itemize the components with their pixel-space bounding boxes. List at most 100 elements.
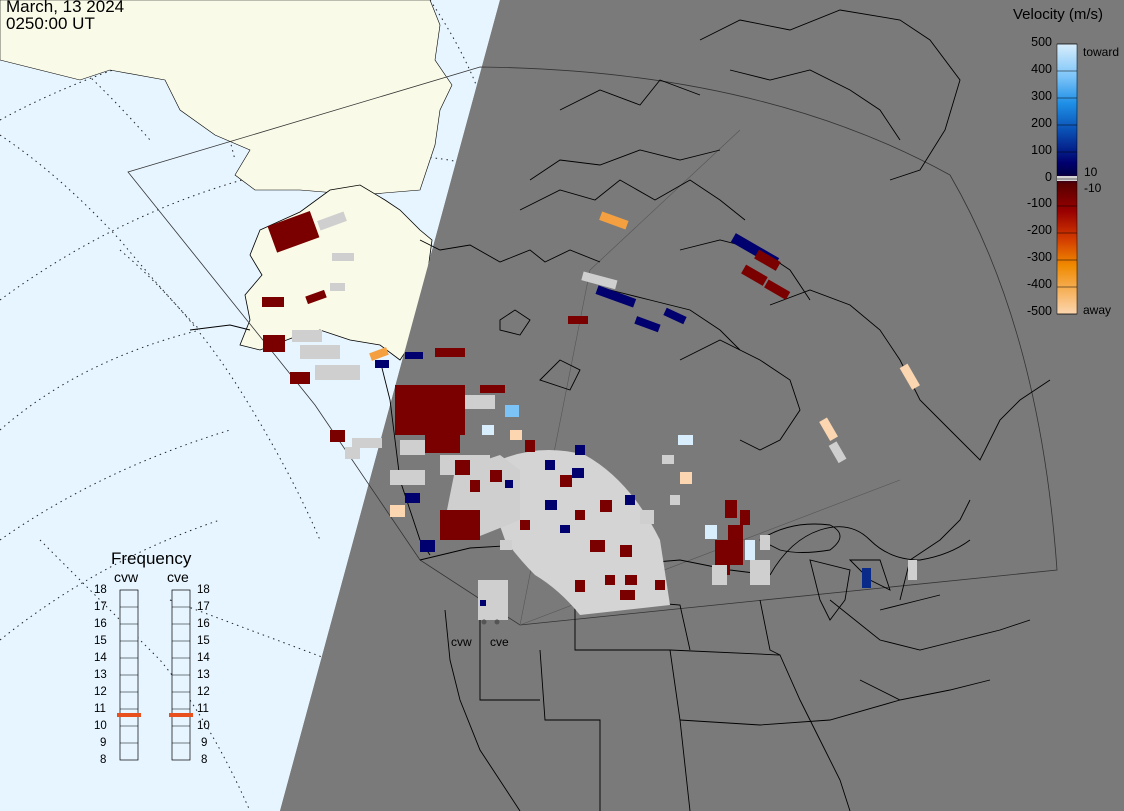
echo: [581, 271, 618, 290]
radar-site-cvw: [481, 619, 487, 625]
frequency-scale-right: 10: [197, 720, 210, 732]
echo: [369, 347, 389, 361]
echo: [590, 540, 605, 552]
echo: [572, 468, 584, 478]
echo: [390, 470, 425, 485]
echo: [292, 330, 322, 342]
echo: [655, 580, 665, 590]
echo: [828, 441, 847, 464]
echo: [663, 307, 687, 325]
echo: [375, 360, 389, 368]
frequency-scale-left: 12: [94, 686, 107, 698]
echo: [505, 405, 519, 417]
echo: [545, 460, 555, 470]
echo: [267, 210, 320, 253]
radar-fov-outline: [127, 66, 1058, 626]
echo: [330, 430, 345, 442]
colorbar-tick: -500: [1026, 304, 1052, 318]
echo: [605, 575, 615, 585]
echo: [330, 283, 345, 291]
echo: [728, 525, 743, 565]
echo: [332, 253, 354, 261]
echo: [440, 510, 480, 540]
echo: [740, 510, 750, 525]
echo: [455, 460, 470, 475]
ground-scatter-region: [480, 450, 670, 615]
frequency-scale-right: 9: [201, 737, 208, 749]
coastlines: [379, 9, 1051, 556]
colorbar-small-neg: -10: [1084, 181, 1102, 195]
echo: [405, 352, 423, 359]
frequency-scale-left: 18: [94, 584, 107, 596]
frequency-scale-left: 8: [100, 754, 107, 766]
echo: [345, 447, 360, 459]
echo: [705, 525, 717, 539]
colorbar-tick: 0: [1045, 170, 1052, 184]
echo: [862, 568, 871, 588]
echo: [678, 435, 693, 445]
echo: [670, 495, 680, 505]
echo: [400, 440, 425, 455]
frequency-scale-right: 8: [201, 754, 208, 766]
echo: [760, 535, 770, 550]
echo: [315, 365, 360, 380]
echo: [545, 500, 557, 510]
echo: [575, 510, 585, 520]
echo: [908, 560, 917, 580]
colorbar-tick: 100: [1031, 143, 1052, 157]
colorbar-tick: -200: [1026, 223, 1052, 237]
great-lakes: [759, 523, 941, 621]
echo: [420, 540, 435, 552]
echo: [395, 385, 465, 435]
echo: [750, 560, 770, 585]
echo: [262, 297, 284, 307]
echo: [510, 430, 522, 440]
frequency-radar-label: cve: [167, 569, 189, 585]
echo: [680, 472, 692, 484]
echo: [819, 417, 838, 442]
frequency-scale-right: 13: [197, 669, 210, 681]
echo: [741, 264, 768, 286]
radar-site-cve: [494, 619, 500, 625]
colorbar-tick-lines: [1057, 43, 1077, 315]
alaska-land: [0, 0, 453, 196]
echo: [600, 500, 612, 512]
colorbar-tick: 500: [1031, 35, 1052, 49]
echo: [899, 363, 920, 390]
echo: [712, 565, 727, 585]
colorbar-tick: -400: [1026, 277, 1052, 291]
frequency-scale-left: 10: [94, 720, 107, 732]
frequency-scale-right: 11: [197, 703, 209, 715]
frequency-indicator-cve: [169, 713, 193, 717]
echo: [625, 575, 637, 585]
frequency-scale-left: 16: [94, 618, 107, 630]
date-label: March, 13 2024: [6, 0, 125, 16]
echo: [560, 475, 572, 487]
echo: [470, 480, 480, 492]
political-borders: [419, 499, 1031, 811]
frequency-scale-left: 15: [94, 635, 107, 647]
frequency-scale-left: 11: [94, 703, 106, 715]
frequency-scale-right: 18: [197, 584, 210, 596]
echo: [634, 316, 661, 333]
echo: [520, 520, 530, 530]
radar-site-label-east: cve: [490, 635, 509, 649]
echo: [290, 372, 310, 384]
echo: [435, 348, 465, 357]
frequency-title: Frequency: [111, 549, 192, 568]
colorbar-tick: -100: [1026, 196, 1052, 210]
echo: [568, 316, 588, 324]
frequency-scale-right: 16: [197, 618, 210, 630]
frequency-scale-right: 12: [197, 686, 210, 698]
echo: [482, 425, 494, 435]
colorbar-small-pos: 10: [1084, 165, 1098, 179]
echo: [575, 445, 585, 455]
echo: [754, 249, 781, 271]
echo: [405, 493, 420, 503]
echo: [505, 480, 513, 488]
radar-echoes: [262, 210, 920, 620]
echo: [300, 345, 340, 359]
colorbar-zero-band: [1057, 176, 1077, 181]
frequency-scale-left: 9: [100, 737, 107, 749]
